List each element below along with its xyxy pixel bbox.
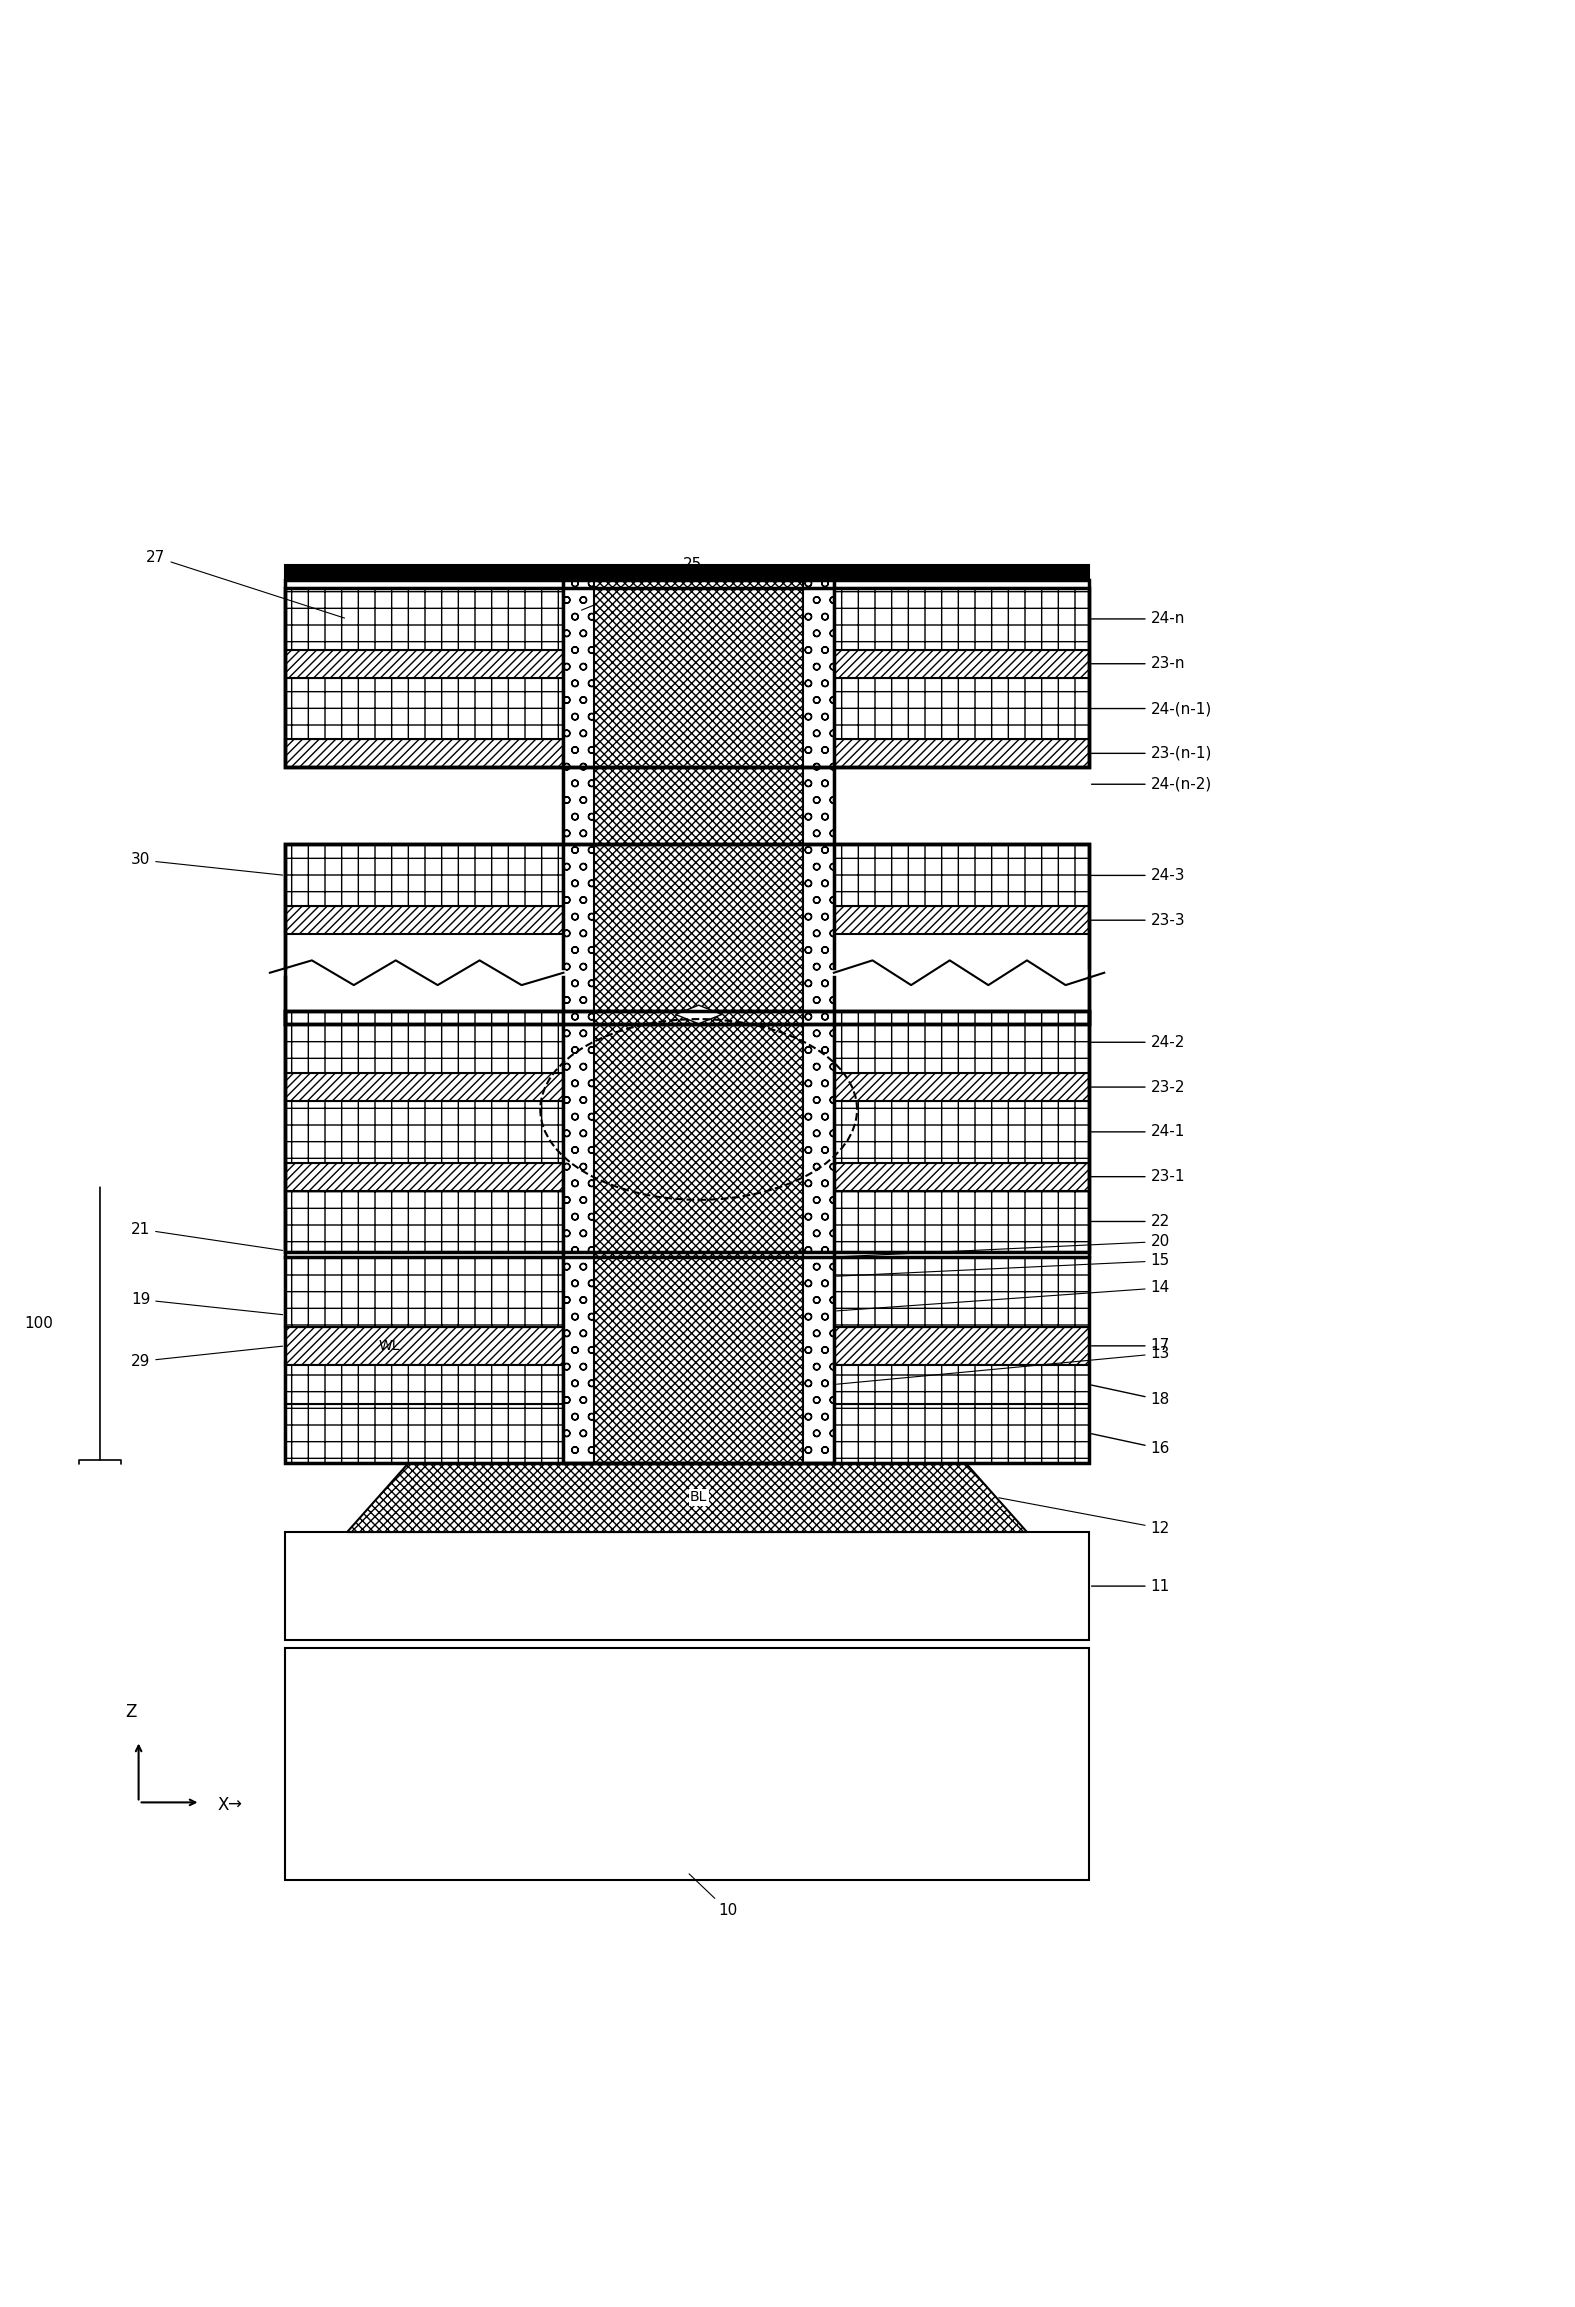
Bar (833, 844, 1088, 907)
Text: 18: 18 (1091, 1384, 1170, 1407)
Bar (285, 844, 564, 907)
Bar (285, 1366, 564, 1403)
Bar (285, 844, 1088, 1024)
Bar (833, 678, 1088, 741)
Text: 24-2: 24-2 (1091, 1036, 1184, 1050)
Bar (564, 1257, 833, 1297)
Bar (833, 1100, 1088, 1163)
Bar (285, 1073, 564, 1100)
Text: 17: 17 (1091, 1338, 1170, 1354)
Bar (285, 651, 564, 678)
Text: 19: 19 (131, 1292, 282, 1315)
Text: 23-(n-1): 23-(n-1) (1091, 745, 1211, 761)
Bar (833, 1073, 1088, 1100)
Text: BL: BL (690, 1490, 707, 1504)
Bar (285, 844, 1088, 1024)
Text: Z: Z (124, 1703, 137, 1721)
Text: 20: 20 (836, 1234, 1170, 1257)
Bar (285, 907, 564, 934)
Bar (833, 1190, 1088, 1253)
Bar (594, 577, 803, 1463)
Text: 14: 14 (690, 1303, 707, 1317)
Bar (833, 741, 1088, 768)
Bar (285, 1100, 564, 1163)
Bar (564, 577, 833, 1463)
Text: WL: WL (378, 1338, 400, 1352)
Bar (833, 651, 1088, 678)
Bar (285, 1403, 1088, 1463)
Text: 21: 21 (131, 1223, 282, 1250)
Bar (833, 1163, 1088, 1190)
Bar (564, 577, 833, 1463)
Bar (564, 1297, 833, 1327)
Text: 100: 100 (25, 1315, 54, 1331)
Bar (833, 1010, 1088, 1073)
Text: 24-n: 24-n (1091, 611, 1184, 628)
Bar (833, 588, 1088, 651)
Text: 24-3: 24-3 (1091, 867, 1184, 884)
Text: 23-n: 23-n (1091, 655, 1184, 671)
Bar (285, 1010, 1088, 1463)
Text: 25: 25 (581, 558, 702, 609)
Text: 23-3: 23-3 (1091, 914, 1186, 927)
Text: 29: 29 (131, 1347, 282, 1368)
Bar (833, 1366, 1088, 1403)
Text: 16: 16 (1091, 1433, 1170, 1456)
Bar (285, 1647, 1088, 1880)
Bar (285, 741, 564, 768)
Text: 13: 13 (836, 1345, 1170, 1384)
Text: 15: 15 (836, 1253, 1170, 1276)
Bar (285, 1190, 564, 1253)
Text: 11: 11 (1091, 1578, 1170, 1594)
Text: 24-(n-1): 24-(n-1) (1091, 701, 1211, 715)
Text: 23-1: 23-1 (1091, 1170, 1184, 1183)
Text: 22: 22 (1091, 1213, 1170, 1230)
Text: 15: 15 (690, 1269, 707, 1283)
Text: 23-2: 23-2 (1091, 1080, 1184, 1094)
Text: 12: 12 (999, 1497, 1170, 1536)
Bar (285, 1303, 1088, 1327)
Bar (833, 1257, 1088, 1327)
Text: 14: 14 (836, 1280, 1170, 1310)
Bar (285, 1010, 564, 1073)
Polygon shape (676, 1006, 721, 1024)
Text: X: X (217, 1797, 230, 1813)
Bar (285, 1163, 564, 1190)
Bar (285, 588, 1088, 768)
Text: →: → (227, 1797, 241, 1813)
Polygon shape (346, 1463, 1027, 1532)
Bar (833, 907, 1088, 934)
Text: 24-1: 24-1 (1091, 1124, 1184, 1140)
Bar (285, 1010, 1088, 1253)
Bar (285, 581, 1088, 768)
Text: 24-(n-2): 24-(n-2) (1091, 777, 1211, 791)
Text: 13: 13 (690, 1377, 707, 1391)
Bar (285, 588, 564, 651)
Bar (285, 1327, 1088, 1366)
Bar (564, 1366, 833, 1403)
Bar (285, 1257, 564, 1327)
Text: 27: 27 (146, 549, 345, 618)
Bar (285, 565, 1088, 581)
Text: 10: 10 (690, 1873, 737, 1917)
Bar (285, 1532, 1088, 1640)
Bar (285, 678, 564, 741)
Text: 30: 30 (131, 854, 282, 874)
